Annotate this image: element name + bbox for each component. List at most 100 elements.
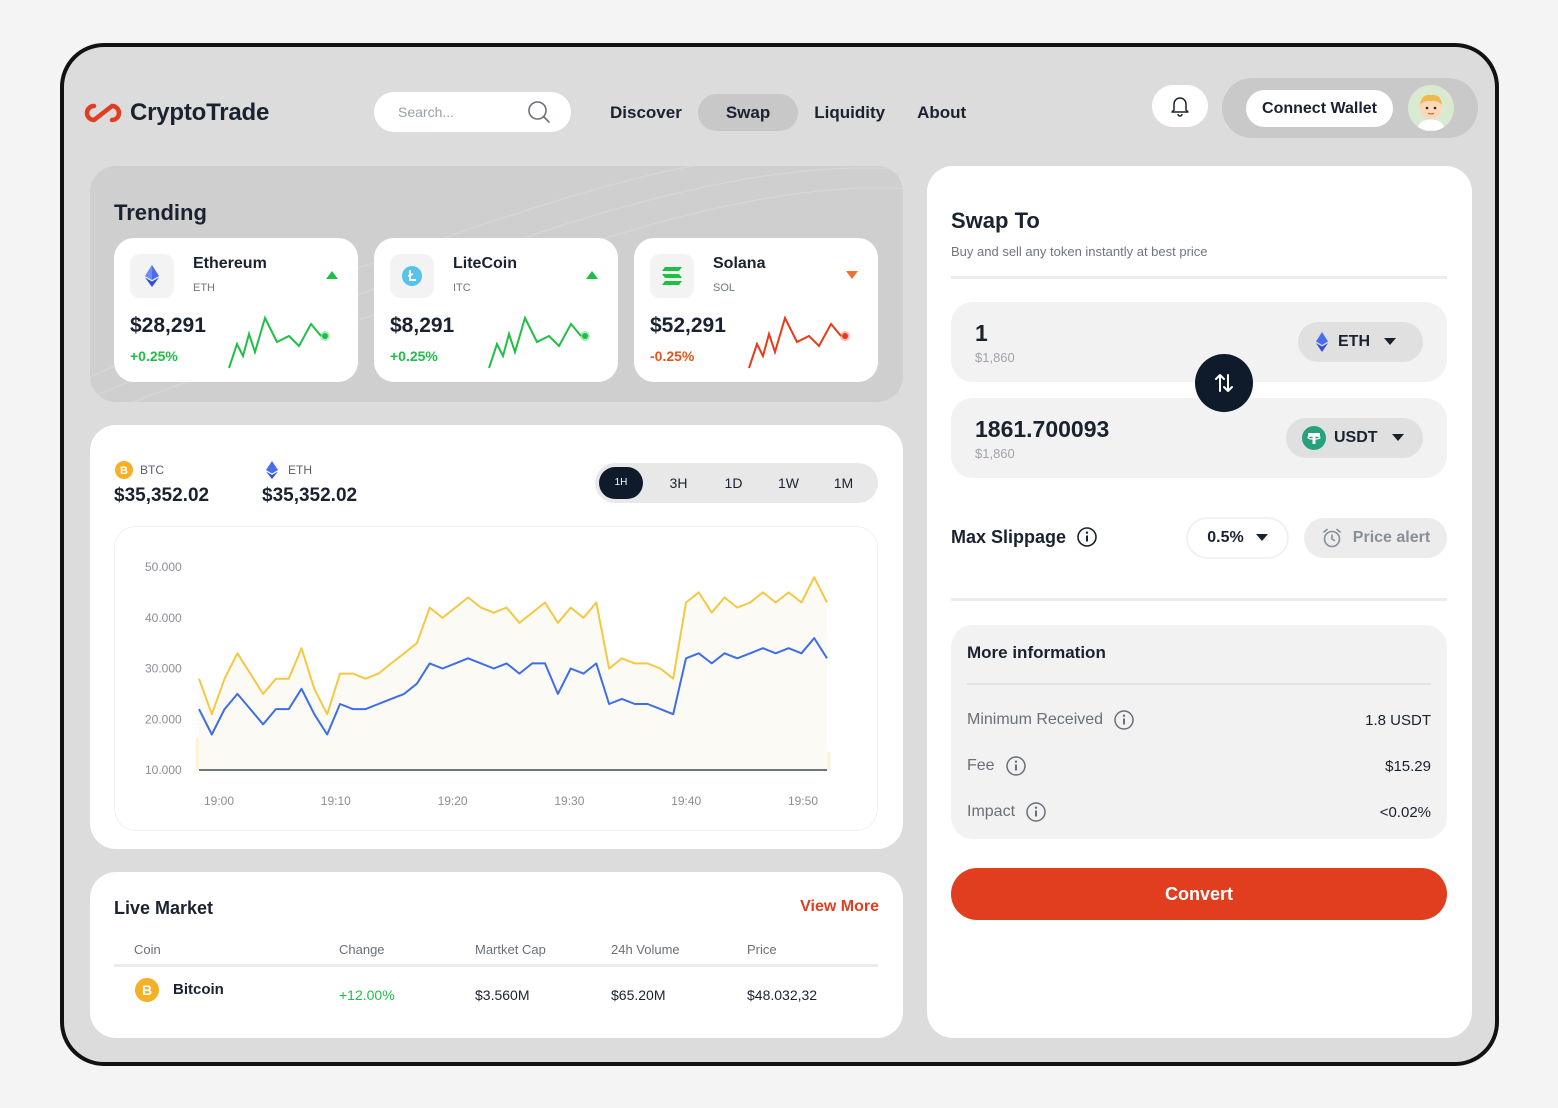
max-slippage-text: Max Slippage — [951, 526, 1067, 547]
search-icon[interactable] — [527, 100, 551, 124]
series-line-0 — [198, 576, 828, 716]
trending-card-solana[interactable]: Solana SOL $52,291 -0.25% — [634, 238, 878, 382]
solana-icon — [650, 254, 694, 298]
more-information-title: More information — [967, 643, 1106, 662]
chevron-down-icon — [1255, 534, 1268, 541]
from-token-select[interactable]: ETH — [1298, 322, 1423, 362]
swap-subtitle: Buy and sell any token instantly at best… — [951, 244, 1208, 259]
chevron-down-icon — [1384, 338, 1396, 345]
search-bar[interactable] — [374, 92, 571, 132]
coin-price: $52,291 — [650, 314, 726, 337]
timeframe-3h[interactable]: 3H — [669, 475, 688, 491]
line-chart: 50.000 40.000 30.000 20.000 10.000 19:00 19:10… — [145, 560, 831, 808]
price-alert-label: Price alert — [1352, 529, 1431, 546]
info-value: 1.8 USDT — [1365, 711, 1431, 729]
from-amount[interactable]: 1 — [975, 320, 988, 346]
info-icon[interactable] — [1025, 801, 1047, 823]
trending-panel: Trending Ethereum ETH $28,291 +0.25% Lit… — [90, 166, 903, 402]
to-token-symbol: USDT — [1334, 429, 1378, 446]
info-label: Fee — [967, 757, 995, 774]
swap-direction-button[interactable] — [1195, 354, 1253, 412]
coin-change: +0.25% — [130, 348, 178, 364]
live-market-panel: Live Market View More Coin Change Martke… — [90, 872, 903, 1038]
coin-price: $48.032,32 — [747, 987, 818, 1003]
sparkline — [748, 315, 850, 369]
litecoin-icon — [390, 254, 434, 298]
from-token-symbol: ETH — [1338, 333, 1370, 350]
search-input[interactable] — [398, 104, 518, 120]
nav-about[interactable]: About — [917, 103, 967, 122]
bell-icon — [1171, 97, 1189, 117]
coin-change: +0.25% — [390, 348, 438, 364]
connect-wallet-button[interactable]: Connect Wallet — [1246, 90, 1393, 127]
to-amount[interactable]: 1861.700093 — [975, 416, 1110, 442]
trend-up-icon — [586, 271, 598, 279]
swap-title: Swap To — [951, 208, 1040, 233]
x-tick-label: 19:50 — [788, 794, 818, 808]
eth-value: $35,352.02 — [262, 485, 358, 506]
view-more-link[interactable]: View More — [800, 898, 879, 915]
slippage-select[interactable]: 0.5% — [1187, 518, 1288, 558]
y-tick-label: 10.000 — [145, 763, 182, 777]
x-tick-label: 19:30 — [554, 794, 584, 808]
svg-text:B: B — [120, 465, 128, 477]
coin-change: -0.25% — [650, 348, 695, 364]
logo-icon — [84, 103, 122, 123]
info-value: <0.02% — [1379, 803, 1431, 821]
ethereum-icon — [266, 461, 278, 479]
info-icon[interactable] — [1076, 526, 1098, 548]
to-token-select[interactable]: USDT — [1286, 418, 1423, 458]
nav-liquidity[interactable]: Liquidity — [814, 103, 886, 122]
trending-card-ethereum[interactable]: Ethereum ETH $28,291 +0.25% — [114, 238, 358, 382]
coin-price: $8,291 — [390, 314, 455, 337]
to-amount-box[interactable]: 1861.700093 $1,860 USDT — [951, 398, 1447, 478]
bitcoin-icon: B — [135, 978, 159, 1002]
nav-swap[interactable]: Swap — [697, 94, 799, 131]
chart-plot-area: 50.000 40.000 30.000 20.000 10.000 19:00 19:10… — [114, 526, 878, 831]
timeframe-1d[interactable]: 1D — [724, 475, 743, 491]
column-header-volume: 24h Volume — [611, 942, 680, 957]
trending-card-litecoin[interactable]: LiteCoin ITC $8,291 +0.25% — [374, 238, 618, 382]
column-header-change: Change — [339, 942, 385, 957]
btc-value: $35,352.02 — [114, 485, 210, 506]
convert-button[interactable]: Convert — [951, 868, 1447, 920]
notifications-button[interactable] — [1152, 85, 1208, 127]
coin-name: Solana — [713, 255, 766, 272]
y-tick-label: 50.000 — [145, 560, 182, 574]
avatar[interactable] — [1408, 85, 1454, 131]
nav-discover[interactable]: Discover — [610, 103, 682, 122]
swap-arrows-icon — [1215, 374, 1233, 392]
column-header-market-cap: Martket Cap — [475, 942, 546, 957]
price-alert-button[interactable]: Price alert — [1304, 518, 1447, 558]
timeframe-1w[interactable]: 1W — [778, 475, 799, 491]
info-icon[interactable] — [1113, 709, 1135, 731]
logo[interactable]: CryptoTrade — [84, 99, 269, 127]
info-value: $15.29 — [1385, 757, 1431, 775]
info-label: Impact — [967, 803, 1016, 820]
max-slippage-label: Max Slippage — [951, 526, 1098, 548]
y-tick-label: 40.000 — [145, 611, 182, 625]
sparkline — [228, 315, 330, 369]
timeframe-selector: 1H 3H 1D 1W 1M — [595, 463, 878, 503]
coin-name: Bitcoin — [173, 981, 224, 998]
timeframe-1h[interactable]: 1H — [599, 467, 643, 499]
coin-name: Ethereum — [193, 255, 267, 272]
x-tick-label: 19:40 — [671, 794, 701, 808]
market-title: Live Market — [114, 898, 214, 918]
price-chart-panel: B BTC $35,352.02 ETH $35,352.02 1H 3H 1D… — [90, 425, 903, 849]
x-tick-label: 19:10 — [321, 794, 351, 808]
slippage-value: 0.5% — [1207, 529, 1244, 546]
main-nav: Discover Swap Liquidity About — [594, 94, 982, 131]
header-divider — [114, 964, 878, 967]
swap-panel: Swap To Buy and sell any token instantly… — [927, 166, 1472, 1038]
timeframe-1m[interactable]: 1M — [833, 475, 854, 491]
svg-text:B: B — [142, 982, 152, 998]
more-information-box: More information Minimum Received 1.8 US… — [951, 625, 1447, 839]
ethereum-icon — [130, 254, 174, 298]
alarm-clock-icon — [1322, 528, 1341, 548]
app-window: CryptoTrade Discover Swap Liquidity Abou… — [60, 43, 1499, 1066]
sparkline — [488, 315, 590, 369]
divider — [967, 683, 1431, 685]
info-icon[interactable] — [1005, 755, 1027, 777]
column-header-price: Price — [747, 942, 777, 957]
